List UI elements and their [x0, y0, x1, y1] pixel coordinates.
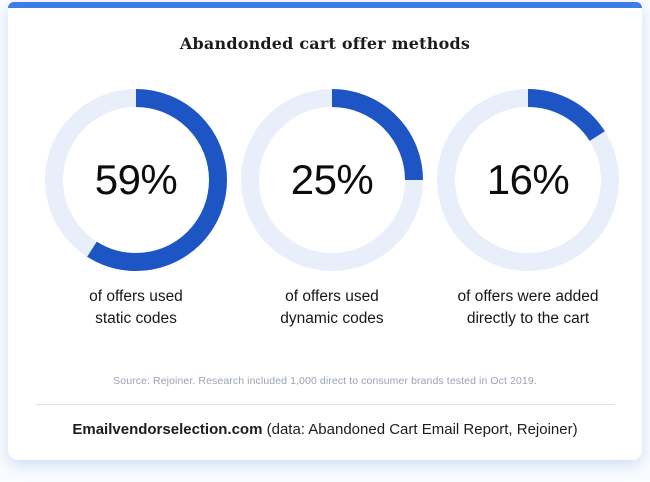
donut-chart-static-codes: 59%: [45, 89, 227, 271]
donut-chart-direct-to-cart: 16%: [437, 89, 619, 271]
caption-line-1: of offers were added: [457, 288, 599, 305]
donut-chart-row: 59% of offers used static codes 25% of o…: [8, 89, 642, 330]
percent-value: 16%: [486, 156, 570, 203]
footer-attribution: Emailvendorselection.com (data: Abandone…: [8, 421, 642, 438]
donut-caption: of offers used dynamic codes: [280, 286, 383, 330]
caption-line-2: static codes: [95, 310, 177, 327]
source-note: Source: Rejoiner. Research included 1,00…: [113, 375, 537, 387]
caption-line-2: dynamic codes: [280, 310, 384, 327]
page-title: Abandonded cart offer methods: [179, 34, 471, 53]
donut-svg: [437, 89, 619, 271]
brand-name: Emailvendorselection.com: [72, 421, 263, 438]
top-accent-bar: [8, 2, 642, 8]
donut-caption: of offers used static codes: [89, 286, 183, 330]
donut-value-arc: [45, 89, 227, 271]
donut-caption: of offers were added directly to the car…: [457, 286, 598, 330]
infographic-card: Abandonded cart offer methods 59% of off…: [8, 2, 642, 460]
donut-column-direct-to-cart: 16% of offers were added directly to the…: [437, 89, 619, 330]
caption-line-2: directly to the cart: [466, 310, 590, 327]
donut-value-arc: [437, 89, 619, 271]
donut-value-arc: [241, 89, 423, 271]
percent-value: 25%: [290, 156, 374, 203]
caption-line-1: of offers used: [89, 288, 183, 305]
donut-svg: [45, 89, 227, 271]
donut-svg: [241, 89, 423, 271]
caption-line-1: of offers used: [285, 288, 379, 305]
donut-chart-dynamic-codes: 25%: [241, 89, 423, 271]
attribution-text: (data: Abandoned Cart Email Report, Rejo…: [266, 421, 578, 438]
donut-column-dynamic-codes: 25% of offers used dynamic codes: [241, 89, 423, 330]
percent-value: 59%: [94, 156, 178, 203]
footer-divider: [36, 404, 614, 405]
donut-column-static-codes: 59% of offers used static codes: [45, 89, 227, 330]
